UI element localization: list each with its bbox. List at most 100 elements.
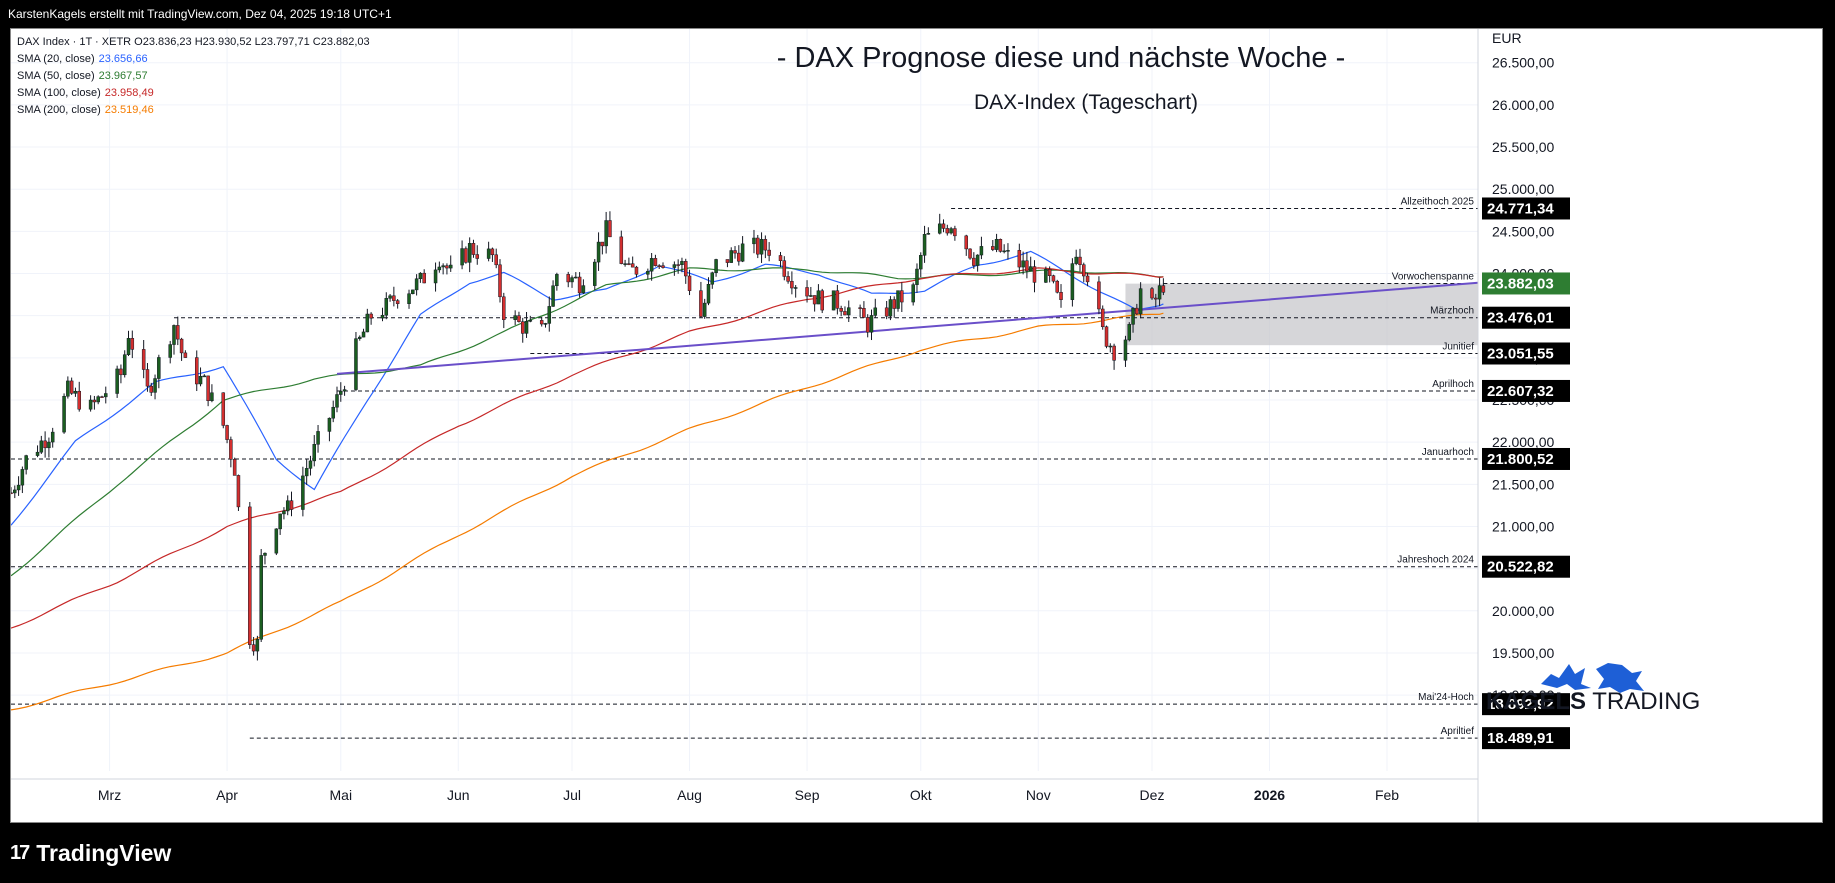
candle-body xyxy=(141,349,146,370)
candle-body xyxy=(555,274,559,287)
tradingview-logo-icon: 17 xyxy=(10,841,30,864)
candle-body xyxy=(1085,275,1090,283)
candle-body xyxy=(486,248,491,259)
candle-body xyxy=(448,264,453,269)
candle-body xyxy=(183,352,188,358)
previous-week-range-box xyxy=(1125,283,1478,346)
currency-label: EUR xyxy=(1492,30,1522,46)
price-chart[interactable]: Allzeithoch 2025 Vorwochenspanne Märzhoch J… xyxy=(11,29,1822,822)
y-tick-label: 20.000,00 xyxy=(1492,603,1554,619)
legend-sma-label: SMA (50, close) xyxy=(17,70,95,82)
candle-body xyxy=(661,265,665,268)
candle-body xyxy=(16,484,21,491)
level-label: Junitief xyxy=(1442,341,1474,352)
candle-body xyxy=(301,475,305,510)
candle-body xyxy=(1154,297,1158,300)
price-tag-label: 20.522,82 xyxy=(1487,559,1554,576)
candle-body xyxy=(339,390,343,395)
candle-body xyxy=(843,311,847,316)
candle-body xyxy=(327,417,332,432)
candle-body xyxy=(467,243,472,263)
sma-line xyxy=(11,312,1164,711)
price-tag-label: 23.476,01 xyxy=(1487,310,1554,327)
price-tag-label: 21.800,52 xyxy=(1487,451,1554,468)
candle-body xyxy=(407,293,411,304)
candle-body xyxy=(972,257,976,266)
chart-subtitle: DAX-Index (Tageschart) xyxy=(974,91,1198,114)
candle-body xyxy=(820,290,824,311)
candle-body xyxy=(915,268,919,285)
candle-body xyxy=(119,368,123,376)
candle-body xyxy=(653,258,658,266)
candle-body xyxy=(1123,339,1128,361)
candle-body xyxy=(604,220,608,247)
candle-body xyxy=(543,323,548,325)
candle-body xyxy=(1127,324,1132,341)
price-tag-background xyxy=(1482,379,1570,402)
price-tag-background xyxy=(1482,693,1570,716)
candle-body xyxy=(812,295,817,305)
candle-body xyxy=(539,320,544,325)
candle-body xyxy=(312,444,317,462)
level-label: Allzeithoch 2025 xyxy=(1401,196,1475,207)
price-tag-background xyxy=(1482,306,1570,329)
candle-body xyxy=(172,325,176,345)
candle-body xyxy=(547,306,552,324)
candle-body xyxy=(274,528,279,554)
level-label: Jahreshoch 2024 xyxy=(1397,555,1474,566)
candle-body xyxy=(752,237,756,245)
x-tick-label: Nov xyxy=(1026,787,1051,803)
candle-body xyxy=(24,455,28,470)
candle-body xyxy=(1028,266,1033,272)
candle-body xyxy=(702,302,707,317)
candle-body xyxy=(1161,285,1166,293)
price-tag-background xyxy=(1482,447,1570,470)
candle-body xyxy=(198,375,203,385)
candle-body xyxy=(911,284,915,303)
candle-body xyxy=(767,249,771,256)
candle-body xyxy=(494,254,498,266)
candle-body xyxy=(1135,307,1139,315)
candle-body xyxy=(1021,260,1025,268)
candle-body xyxy=(513,315,517,320)
candle-body xyxy=(623,263,627,265)
candle-body xyxy=(1044,268,1048,283)
candle-body xyxy=(577,276,582,294)
price-tag-label: 18.892,92 xyxy=(1487,696,1554,713)
candle-body xyxy=(608,220,612,238)
candle-body xyxy=(740,243,745,262)
candle-body xyxy=(1055,280,1059,293)
price-tag-background xyxy=(1482,727,1570,750)
candle-body xyxy=(342,389,347,392)
x-tick-label: Dez xyxy=(1140,787,1165,803)
candle-body xyxy=(528,320,533,322)
candle-body xyxy=(73,390,78,394)
candle-body xyxy=(733,250,737,254)
candle-body xyxy=(210,392,214,401)
candle-body xyxy=(551,285,555,307)
candle-body xyxy=(892,299,896,309)
chart-panel[interactable]: Allzeithoch 2025 Vorwochenspanne Märzhoch J… xyxy=(10,28,1823,823)
candle-body xyxy=(380,314,385,319)
x-tick-label: Feb xyxy=(1375,787,1399,803)
candle-body xyxy=(763,239,768,251)
candle-body xyxy=(1006,250,1010,252)
sma-line xyxy=(11,267,1164,629)
trendline xyxy=(336,281,1479,375)
price-tag-background xyxy=(1482,197,1570,220)
candle-body xyxy=(520,321,525,334)
candle-body xyxy=(968,248,972,259)
tradingview-footer[interactable]: 17 TradingView xyxy=(10,835,171,871)
bull-icon xyxy=(1541,664,1591,690)
candle-body xyxy=(759,239,764,255)
y-tick-label: 21.000,00 xyxy=(1492,518,1554,534)
candle-body xyxy=(422,272,426,284)
legend-sma-50: SMA (50, close) 23.967,57 xyxy=(17,68,370,85)
candle-body xyxy=(441,265,445,268)
candle-body xyxy=(388,295,392,299)
candle-body xyxy=(221,392,226,426)
candle-body xyxy=(1108,345,1113,348)
candle-body xyxy=(392,295,396,301)
candle-body xyxy=(437,266,442,271)
candle-body xyxy=(285,500,290,512)
